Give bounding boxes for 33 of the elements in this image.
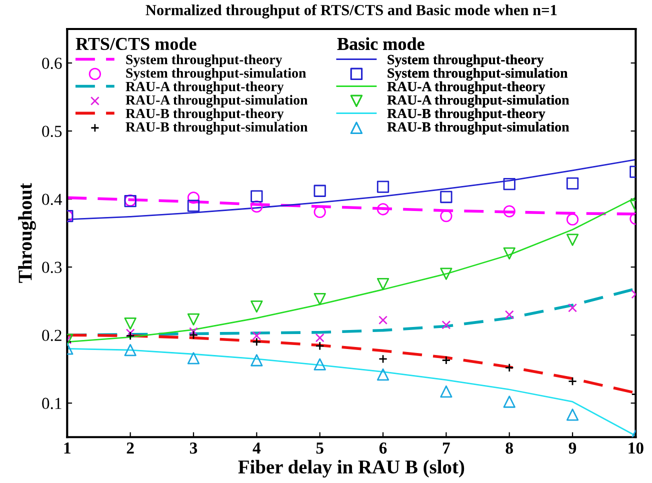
x-tick-label: 3 — [190, 442, 198, 454]
y-tick-label: 0.3 — [42, 262, 62, 274]
annotation: RTS/CTS mode — [76, 37, 196, 50]
x-tick-label: 1 — [64, 442, 70, 454]
legend-label: RAU-A throughput-theory — [387, 81, 546, 94]
x-tick-label: 2 — [126, 442, 134, 454]
legend-label: RAU-B throughput-theory — [387, 108, 546, 122]
x-tick-label: 5 — [316, 442, 324, 454]
y-tick-label: 0.1 — [42, 398, 62, 410]
legend-label: RAU-A throughput-theory — [126, 81, 284, 94]
legend-label: System throughput-theory — [388, 54, 544, 68]
legend-label: RAU-B throughput-theory — [126, 108, 284, 122]
legend-label: RAU-B throughput-simulation — [387, 122, 570, 135]
y-tick-label: 0.4 — [42, 194, 62, 206]
x-tick-label: 10 — [628, 442, 644, 454]
annotation: Basic mode — [337, 37, 424, 50]
legend-label: RAU-A throughput-simulation — [126, 94, 308, 108]
legend-label: System throughput-simulation — [388, 68, 568, 81]
legend-label: System throughput-simulation — [126, 68, 306, 81]
chart-title: Normalized throughput of RTS/CTS and Basic mode when n=1 — [146, 4, 557, 18]
x-tick-label: 8 — [506, 442, 513, 454]
legend-label: RAU-A throughput-simulation — [387, 94, 570, 108]
x-tick-label: 6 — [379, 442, 387, 454]
x-tick-label: 9 — [568, 442, 576, 454]
legend-label: RAU-B throughput-simulation — [126, 122, 308, 135]
legend-label: System throughput-theory — [126, 54, 282, 68]
y-tick-label: 0.6 — [42, 58, 62, 70]
x-tick-label: 4 — [252, 442, 261, 454]
y-tick-label: 0.2 — [42, 330, 62, 342]
x-tick-label: 7 — [442, 442, 450, 454]
y-axis-title: Throughout — [18, 183, 36, 283]
y-tick-label: 0.5 — [42, 126, 62, 138]
x-axis-title: Fiber delay in RAU B (slot) — [238, 460, 464, 478]
